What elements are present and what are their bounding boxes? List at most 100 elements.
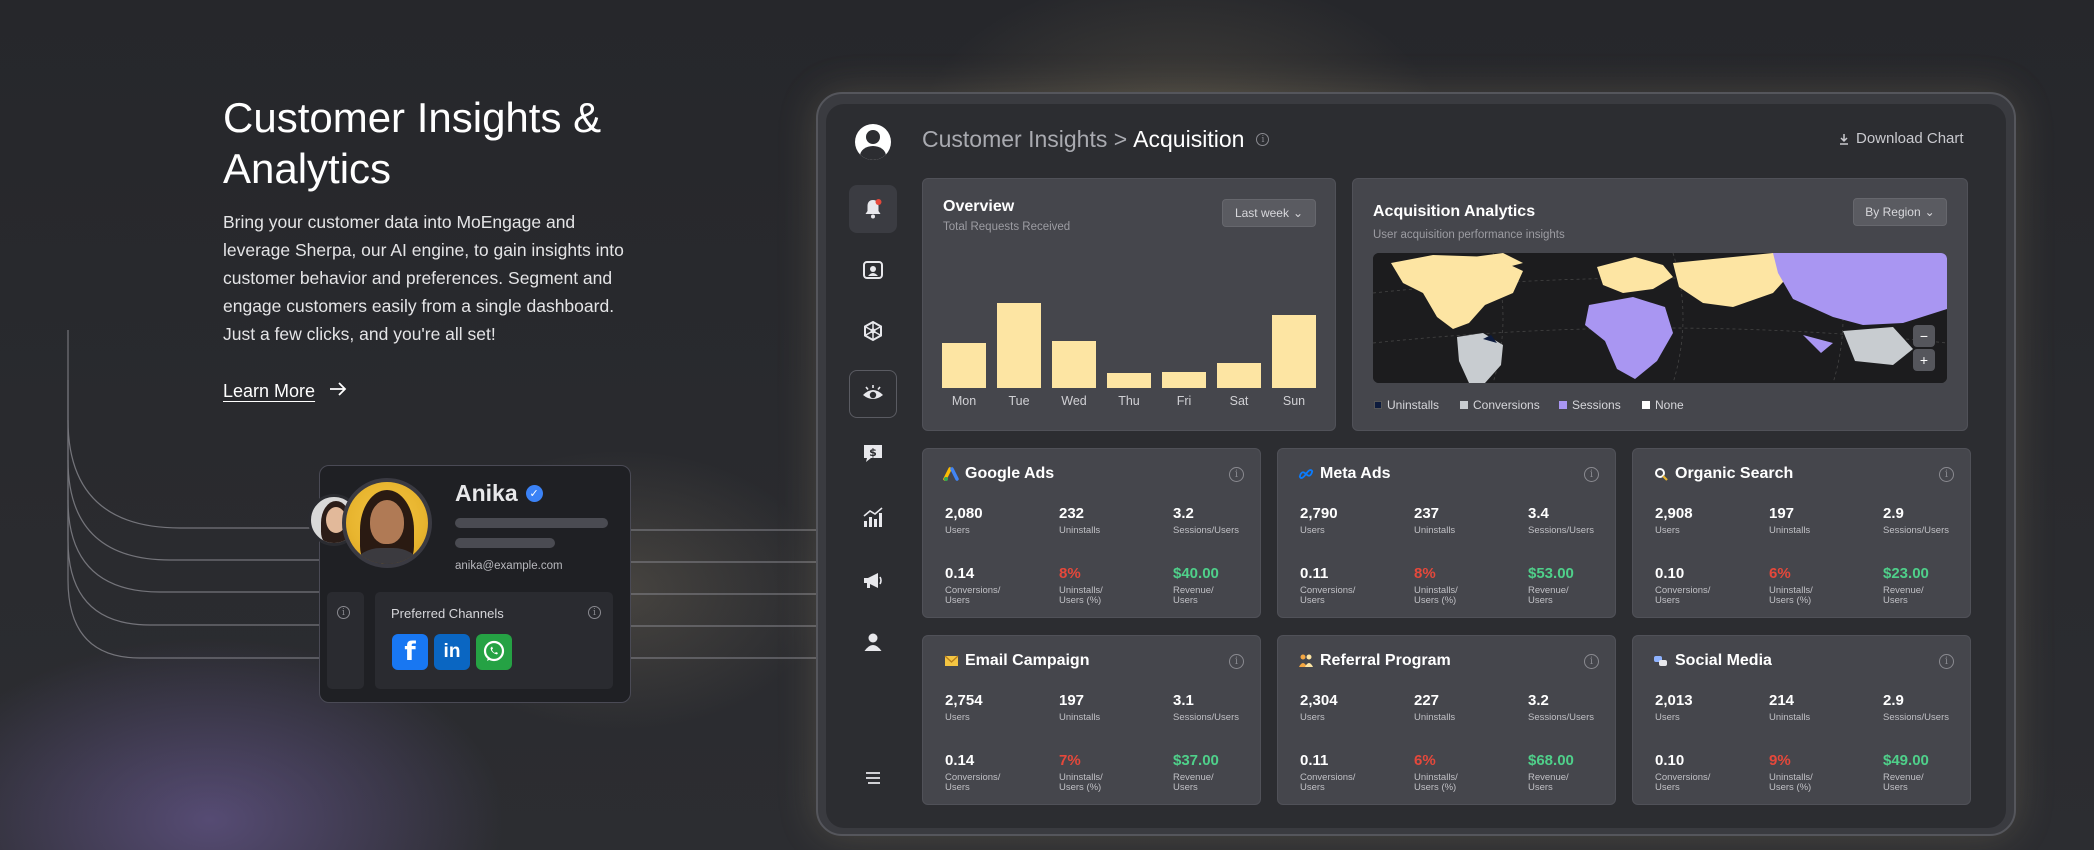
metric-label: Sessions/Users	[1883, 712, 1949, 723]
metric-label: Revenue/Users	[1883, 585, 1924, 606]
download-chart-button[interactable]: Download Chart	[1838, 130, 1964, 147]
metric-label: Users	[945, 525, 970, 536]
channel-icons: f in	[392, 634, 512, 670]
hero-title: Customer Insights & Analytics	[223, 92, 643, 194]
metric-label: Revenue/Users	[1883, 772, 1924, 793]
breadcrumb-current: Acquisition	[1133, 126, 1245, 152]
metric-label: Uninstalls	[1059, 712, 1101, 723]
metric-value: 3.2	[1528, 692, 1549, 709]
dollar-chat-icon[interactable]: $	[849, 429, 897, 477]
channel-card: Google Ads i 2,080 Users 232 Uninstalls 3.2 Ses…	[922, 448, 1261, 618]
id-badge-icon[interactable]	[849, 246, 897, 294]
metric-label: Conversions/Users	[945, 585, 1001, 606]
info-icon[interactable]: i	[337, 606, 350, 619]
bar[interactable]	[942, 342, 986, 388]
dropdown-value: By Region	[1865, 205, 1921, 219]
bar[interactable]	[1272, 315, 1316, 388]
google-ads-icon	[943, 466, 959, 482]
bar-chart-icon[interactable]	[849, 494, 897, 542]
bar[interactable]	[1162, 371, 1206, 388]
info-icon[interactable]: i	[1256, 133, 1270, 146]
world-map[interactable]: − +	[1373, 253, 1947, 383]
metric-label: Revenue/Users	[1173, 772, 1214, 793]
acquisition-subtitle: User acquisition performance insights	[1373, 229, 1565, 241]
info-icon[interactable]: i	[1229, 467, 1244, 482]
metric-revenue: $68.00 Revenue/Users	[1528, 752, 1574, 793]
zoom-out-button[interactable]: −	[1913, 325, 1935, 347]
by-region-dropdown[interactable]: By Region ⌄	[1853, 198, 1947, 226]
metric-uninstalls: 214 Uninstalls	[1769, 692, 1810, 723]
chevron-down-icon: ⌄	[1292, 206, 1304, 220]
info-icon[interactable]: i	[1939, 654, 1954, 669]
metric-label: Revenue/Users	[1528, 585, 1569, 606]
bar[interactable]	[997, 303, 1041, 388]
metric-label: Uninstalls/Users (%)	[1059, 772, 1103, 793]
info-icon[interactable]: i	[1229, 654, 1244, 669]
bar[interactable]	[1052, 340, 1096, 388]
zoom-in-button[interactable]: +	[1913, 349, 1935, 371]
metric-users: 2,908 Users	[1655, 505, 1693, 536]
info-icon[interactable]: i	[1939, 467, 1954, 482]
channel-title: Organic Search	[1675, 465, 1794, 482]
placeholder-line	[455, 538, 555, 548]
hero-title-line2: Analytics	[223, 145, 392, 192]
network-icon[interactable]	[849, 307, 897, 355]
metric-value: 0.10	[1655, 565, 1685, 582]
channel-title: Social Media	[1675, 652, 1772, 669]
metric-value: 197	[1059, 692, 1085, 709]
facebook-icon[interactable]: f	[392, 634, 428, 670]
metric-uninstall-rate: 7% Uninstalls/Users (%)	[1059, 752, 1103, 793]
metric-label: Users	[1300, 712, 1325, 723]
metric-value: 9%	[1769, 752, 1791, 769]
last-week-dropdown[interactable]: Last week ⌄	[1222, 199, 1316, 227]
user-icon[interactable]	[849, 618, 897, 666]
megaphone-icon[interactable]	[849, 556, 897, 604]
metric-conversions: 0.11 Conversions/Users	[1300, 565, 1355, 606]
metric-value: 8%	[1059, 565, 1081, 582]
metric-label: Uninstalls/Users (%)	[1769, 772, 1813, 793]
x-tick-label: Sat	[1229, 394, 1249, 408]
metric-sessions: 2.9 Sessions/Users	[1883, 692, 1949, 723]
referral-icon	[1298, 653, 1314, 669]
menu-icon[interactable]	[849, 754, 897, 802]
bar[interactable]	[1107, 372, 1151, 388]
metric-value: 6%	[1769, 565, 1791, 582]
meta-icon	[1298, 466, 1314, 482]
x-tick-label: Sun	[1282, 394, 1306, 408]
channel-title: Email Campaign	[965, 652, 1090, 669]
info-icon[interactable]: i	[588, 606, 601, 619]
metric-value: 7%	[1059, 752, 1081, 769]
metric-revenue: $23.00 Revenue/Users	[1883, 565, 1929, 606]
legend-label: Sessions	[1572, 398, 1621, 412]
bar[interactable]	[1217, 362, 1261, 388]
dropdown-value: Last week	[1234, 206, 1289, 220]
linkedin-icon[interactable]: in	[434, 634, 470, 670]
breadcrumb: Customer Insights > Acquisition i	[922, 126, 1270, 153]
metric-sessions: 3.1 Sessions/Users	[1173, 692, 1239, 723]
metric-value: 2.9	[1883, 505, 1904, 522]
metric-label: Uninstalls	[1414, 712, 1456, 723]
eye-icon[interactable]	[849, 370, 897, 418]
metric-label: Uninstalls	[1414, 525, 1456, 536]
metric-value: 3.1	[1173, 692, 1194, 709]
info-icon[interactable]: i	[1584, 654, 1599, 669]
channel-card: Organic Search i 2,908 Users 197 Uninstalls 2.…	[1632, 448, 1971, 618]
legend-label: Conversions	[1473, 398, 1540, 412]
breadcrumb-parent[interactable]: Customer Insights >	[922, 126, 1128, 152]
metric-value: 2,013	[1655, 692, 1693, 709]
metric-value: 232	[1059, 505, 1085, 522]
account-avatar-icon[interactable]	[855, 124, 891, 160]
arrow-right-icon	[329, 380, 347, 403]
learn-more-link[interactable]: Learn More	[223, 380, 347, 403]
metric-revenue: $37.00 Revenue/Users	[1173, 752, 1219, 793]
metric-users: 2,080 Users	[945, 505, 983, 536]
metric-sessions: 2.9 Sessions/Users	[1883, 505, 1949, 536]
search-icon	[1653, 466, 1669, 482]
bell-icon[interactable]	[849, 185, 897, 233]
metric-label: Conversions/Users	[1300, 585, 1356, 606]
metric-label: Uninstalls	[1769, 525, 1811, 536]
channels-title: Preferred Channels	[391, 606, 504, 621]
info-icon[interactable]: i	[1584, 467, 1599, 482]
metric-label: Revenue/Users	[1173, 585, 1214, 606]
whatsapp-icon[interactable]	[476, 634, 512, 670]
